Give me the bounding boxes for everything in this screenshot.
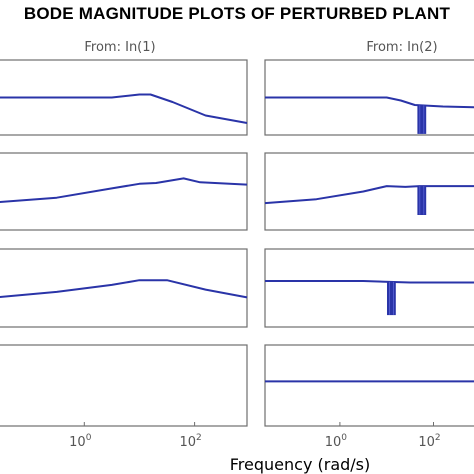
magnitude-line-r1-c1 — [264, 185, 474, 205]
panel-frame-r3-c0 — [0, 344, 248, 427]
panel-frame-r1-c1 — [264, 152, 474, 231]
column-label-in2: From: In(2) — [366, 40, 437, 55]
x-tick-label-c1-0: 100 — [325, 433, 348, 450]
panel-frame-r3-c1 — [264, 344, 474, 427]
magnitude-line-r2-c0 — [0, 279, 248, 299]
resonance-notch-r0-c1-0 — [417, 105, 427, 134]
resonance-notch-r1-c1-0 — [417, 185, 427, 216]
magnitude-line-r2-c1 — [265, 280, 474, 284]
column-label-in1: From: In(1) — [84, 40, 155, 55]
panel-frame-r2-c0 — [0, 248, 248, 328]
panel-frame-r2-c1 — [264, 248, 474, 328]
magnitude-line-r1-c0 — [0, 177, 248, 203]
x-axis-label: Frequency (rad/s) — [230, 455, 371, 474]
chart-title: BODE MAGNITUDE PLOTS OF PERTURBED PLANT — [23, 4, 451, 23]
magnitude-line-r0-c1 — [265, 96, 474, 109]
x-tick-label-c0-0: 100 — [69, 433, 92, 450]
x-tick-label-c0-1: 102 — [179, 433, 201, 450]
x-tick-label-c1-1: 102 — [418, 433, 440, 450]
resonance-notch-r2-c1-0 — [386, 281, 396, 316]
x-tick-layer: 100 102 100 102 — [69, 422, 441, 450]
panel-frame-r1-c0 — [0, 152, 248, 231]
magnitude-line-r0-c0 — [0, 93, 248, 124]
panel-layer — [0, 59, 474, 427]
